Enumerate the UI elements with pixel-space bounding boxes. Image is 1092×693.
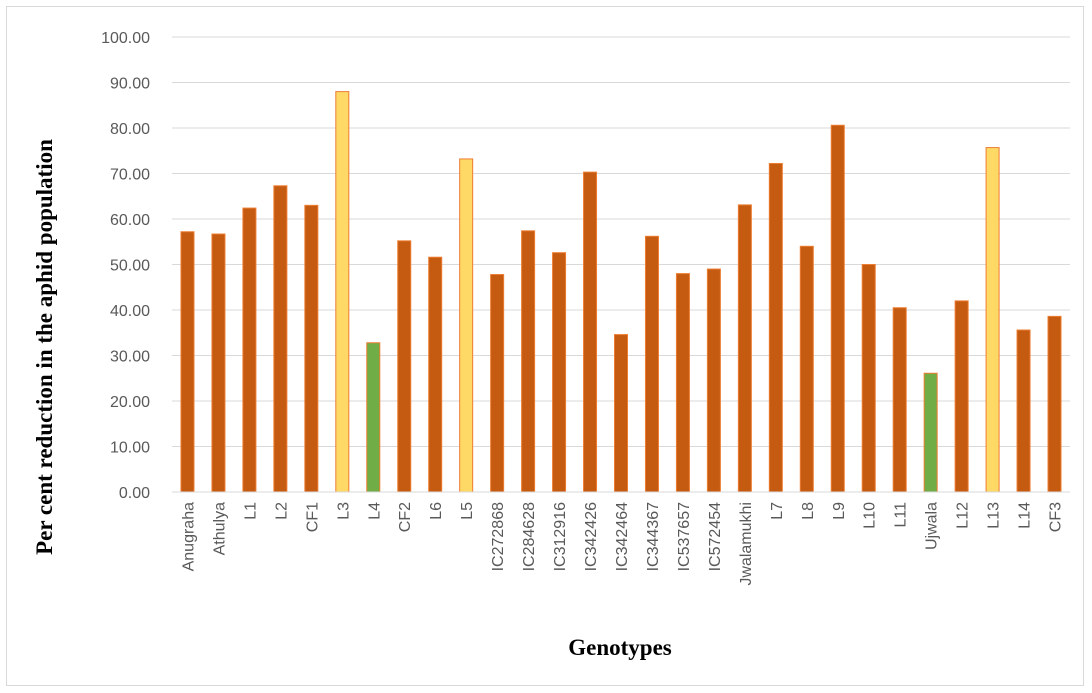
bar-l4 (366, 342, 381, 493)
bar-l11 (892, 307, 907, 493)
y-tick-label: 0.00 (119, 485, 150, 502)
bar-l2 (273, 185, 288, 493)
x-axis-category-labels: Anugraha Athulya L1 L2 CF1 L3 L4 CF2 L6 L5 IC27286… (180, 502, 1064, 586)
bar-cf3 (1047, 315, 1062, 493)
x-tick-label: L9 (831, 502, 848, 520)
y-tick-label: 90.00 (110, 76, 150, 93)
bar-ic342464 (613, 334, 629, 493)
x-tick-label: IC537657 (676, 502, 693, 571)
y-tick-label: 60.00 (110, 212, 150, 229)
y-tick-label: 30.00 (110, 349, 150, 366)
y-axis-tick-labels: 0.00 10.00 20.00 30.00 40.00 50.00 60.00 70.00 8… (101, 30, 150, 502)
x-tick-label: L13 (986, 502, 1003, 529)
bar-l12 (954, 300, 969, 493)
x-tick-label: IC342464 (614, 502, 631, 571)
x-tick-label: IC572454 (707, 502, 724, 571)
bar-l7 (768, 162, 783, 493)
bar-ic342426 (583, 171, 598, 493)
bar-ic284628 (521, 230, 536, 493)
bar-cf2 (397, 240, 412, 493)
x-tick-label: L12 (955, 502, 972, 529)
bar-l6 (428, 256, 443, 493)
bar-l3 (335, 91, 350, 493)
bar-jwalamukhi (737, 204, 752, 493)
x-tick-label: L5 (459, 502, 476, 520)
bar-cf1 (304, 204, 319, 493)
x-tick-label: L14 (1017, 502, 1034, 529)
x-tick-label: L1 (242, 502, 259, 520)
bar-ic344367 (644, 235, 659, 493)
bar-l9 (830, 124, 845, 493)
x-tick-label: IC344367 (645, 502, 662, 571)
y-tick-label: 100.00 (101, 30, 150, 47)
bar-ic572454 (706, 268, 721, 493)
x-tick-label: IC342426 (583, 502, 600, 571)
bar-ic537657 (675, 273, 690, 493)
bar-ujwala (923, 372, 938, 493)
bar-anugraha (180, 231, 195, 493)
x-tick-label: IC312916 (552, 502, 569, 571)
bars (180, 91, 1062, 493)
x-tick-label: CF3 (1048, 502, 1065, 532)
x-tick-label: IC284628 (521, 502, 538, 571)
x-tick-label: CF2 (397, 502, 414, 532)
bar-l8 (799, 245, 814, 493)
y-tick-label: 80.00 (110, 121, 150, 138)
x-axis-title: Genotypes (568, 635, 672, 660)
bar-l10 (861, 264, 876, 493)
y-tick-label: 20.00 (110, 394, 150, 411)
x-tick-label: L2 (273, 502, 290, 520)
bar-athulya (211, 233, 226, 493)
x-tick-label: L8 (800, 502, 817, 520)
x-tick-label: L6 (428, 502, 445, 520)
bar-l5 (459, 158, 474, 493)
y-tick-label: 70.00 (110, 167, 150, 184)
x-tick-label: Ujwala (924, 502, 941, 550)
y-tick-label: 50.00 (110, 258, 150, 275)
gridlines (172, 36, 1070, 447)
x-tick-label: L3 (335, 502, 352, 520)
x-tick-label: Anugraha (180, 502, 197, 571)
y-tick-label: 40.00 (110, 303, 150, 320)
bar-ic272868 (490, 274, 505, 493)
bar-l1 (242, 207, 257, 493)
x-tick-label: Athulya (211, 502, 228, 555)
x-tick-label: L11 (893, 502, 910, 528)
bar-l13 (985, 147, 1000, 493)
y-tick-label: 10.00 (110, 440, 150, 457)
bar-l14 (1016, 329, 1031, 493)
x-tick-label: Jwalamukhi (738, 502, 755, 586)
x-tick-label: L10 (862, 502, 879, 529)
y-axis-title: Per cent reduction in the aphid populati… (32, 139, 57, 555)
x-tick-label: IC272868 (490, 502, 507, 571)
x-tick-label: L7 (769, 502, 786, 520)
x-tick-label: L4 (366, 502, 383, 520)
bar-ic312916 (552, 252, 567, 493)
x-tick-label: CF1 (304, 502, 321, 532)
